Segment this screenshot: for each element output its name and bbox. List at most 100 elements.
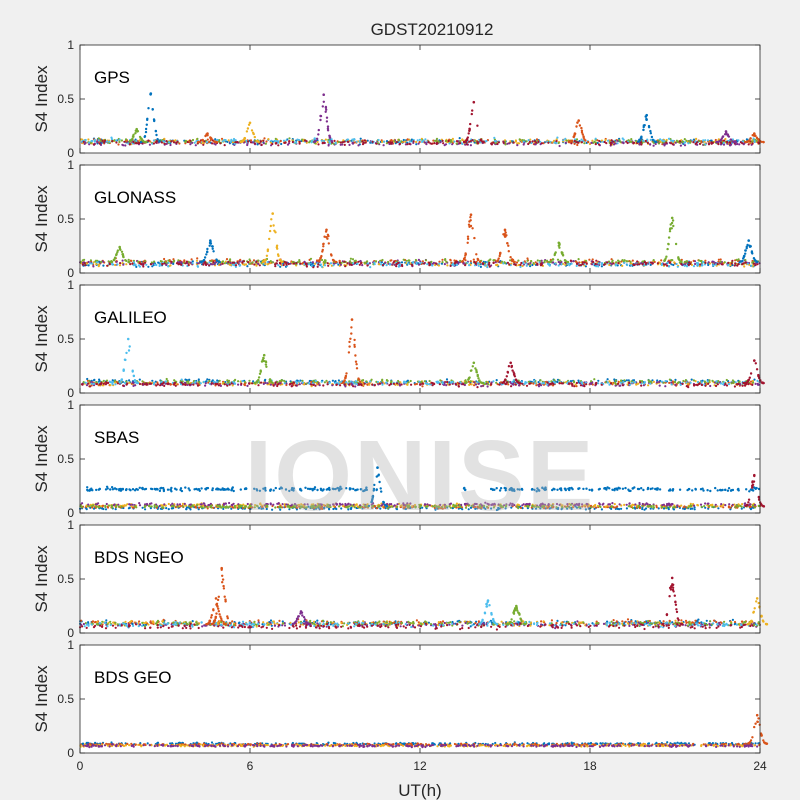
- data-point: [573, 381, 576, 384]
- spike-point: [268, 229, 272, 233]
- data-point: [523, 382, 527, 385]
- data-point: [583, 385, 586, 388]
- data-point: [317, 143, 320, 146]
- data-point: [676, 140, 679, 143]
- data-point: [118, 264, 122, 267]
- data-point: [410, 383, 413, 386]
- spike-point: [128, 345, 131, 348]
- data-point: [441, 382, 444, 385]
- data-point: [246, 384, 249, 387]
- data-point: [517, 259, 520, 262]
- data-point: [87, 260, 90, 264]
- data-point: [280, 379, 283, 382]
- data-point: [121, 143, 124, 146]
- data-point: [408, 259, 411, 262]
- data-point: [711, 260, 714, 263]
- spike-peak: [322, 93, 326, 96]
- spike-point: [276, 247, 279, 250]
- data-point: [249, 141, 253, 144]
- data-point: [756, 263, 759, 266]
- data-point: [679, 144, 683, 147]
- data-point: [243, 263, 246, 266]
- data-point: [448, 383, 451, 386]
- data-point: [496, 142, 499, 146]
- data-point: [393, 263, 396, 266]
- spike-point: [498, 254, 501, 258]
- data-point: [192, 383, 195, 386]
- data-point: [621, 141, 624, 144]
- data-point: [512, 383, 515, 386]
- data-point: [227, 139, 230, 142]
- data-point: [196, 265, 200, 268]
- data-point: [205, 141, 208, 144]
- spike-point: [262, 260, 265, 264]
- data-point: [359, 137, 362, 140]
- data-point: [188, 383, 191, 386]
- data-point: [736, 264, 739, 267]
- data-point: [502, 262, 505, 265]
- data-point: [176, 140, 179, 143]
- data-point: [492, 141, 495, 144]
- data-point: [683, 260, 686, 264]
- data-point: [707, 263, 710, 267]
- data-point: [252, 259, 256, 262]
- panel-label: GLONASS: [94, 188, 176, 207]
- data-point: [698, 382, 701, 385]
- data-point: [427, 141, 430, 144]
- spike-point: [469, 122, 472, 126]
- data-point: [333, 262, 336, 265]
- data-point: [686, 260, 689, 263]
- plot-area: [80, 45, 760, 153]
- data-point: [640, 143, 643, 146]
- data-point: [368, 383, 371, 386]
- data-point: [175, 262, 179, 265]
- data-point: [574, 260, 577, 263]
- data-point: [92, 265, 95, 268]
- spike-peak: [135, 127, 138, 131]
- data-point: [610, 382, 613, 385]
- spike-point: [663, 259, 667, 262]
- data-point: [706, 139, 710, 142]
- spike-point: [322, 242, 325, 246]
- data-point: [488, 265, 491, 268]
- data-point: [105, 381, 108, 384]
- data-point: [590, 380, 593, 383]
- data-point: [210, 260, 213, 263]
- data-point: [714, 384, 718, 387]
- spike-point: [359, 380, 362, 383]
- data-point: [493, 259, 496, 262]
- data-point: [443, 144, 446, 147]
- spike-point: [147, 107, 150, 110]
- data-point: [271, 261, 274, 264]
- data-point: [616, 139, 619, 142]
- spike-peak: [248, 121, 252, 125]
- data-point: [219, 142, 222, 145]
- spike-point: [119, 248, 122, 251]
- data-point: [255, 260, 258, 263]
- data-point: [689, 141, 692, 144]
- data-point: [83, 142, 86, 145]
- data-point: [366, 383, 369, 386]
- data-point: [662, 140, 666, 143]
- data-point: [400, 261, 404, 264]
- spike-point: [313, 140, 316, 144]
- spike-point: [667, 243, 670, 246]
- spike-point: [734, 140, 737, 144]
- data-point: [198, 506, 201, 509]
- data-point: [612, 140, 615, 143]
- data-point: [89, 259, 92, 262]
- data-point: [576, 141, 580, 144]
- spike-point: [463, 256, 466, 259]
- data-point: [594, 382, 597, 385]
- spike-point: [581, 133, 584, 136]
- data-point: [351, 258, 355, 261]
- data-point: [274, 381, 277, 384]
- data-point: [476, 381, 479, 384]
- data-point: [525, 264, 528, 267]
- data-point: [92, 143, 95, 146]
- data-point: [194, 380, 197, 383]
- data-point: [331, 384, 334, 387]
- data-point: [329, 262, 333, 265]
